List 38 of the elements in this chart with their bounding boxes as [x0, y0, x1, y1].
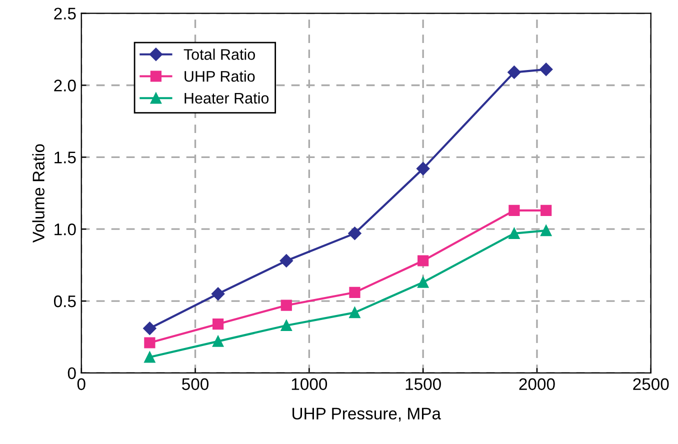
point	[348, 226, 362, 240]
point	[280, 254, 293, 268]
x-tick-label: 500	[182, 378, 209, 390]
point	[508, 204, 520, 216]
x-tick-label: 1500	[406, 378, 441, 390]
x-tick-label: 2000	[519, 378, 555, 390]
point	[144, 352, 156, 363]
y-tick-label: 0	[68, 367, 76, 380]
point	[211, 287, 225, 300]
x-tick-label: 2500	[633, 378, 669, 390]
point	[349, 306, 360, 318]
point	[349, 286, 360, 298]
point	[540, 62, 553, 76]
y-tick-label: 1.5	[54, 152, 76, 164]
point	[508, 66, 521, 79]
point	[418, 255, 429, 266]
y-axis-title: Volume Ratio	[32, 144, 44, 243]
point	[144, 337, 156, 348]
legend-label: UHP Ratio	[184, 70, 255, 82]
point	[212, 336, 224, 347]
y-tick-label: 2.0	[54, 80, 76, 92]
x-axis-title: UHP Pressure, MPa	[292, 408, 441, 422]
point	[508, 228, 520, 239]
y-tick-label: 2.5	[54, 8, 76, 20]
legend-label: Heater Ratio	[184, 92, 269, 104]
point	[143, 322, 156, 335]
point	[212, 318, 224, 330]
point	[280, 300, 292, 311]
x-tick-label: 0	[77, 378, 86, 390]
x-tick-label: 1000	[292, 378, 328, 390]
y-tick-label: 1.0	[54, 224, 76, 236]
legend-label: Total Ratio	[184, 48, 255, 60]
point	[540, 204, 552, 216]
point	[540, 224, 552, 236]
point	[418, 276, 429, 288]
point	[280, 320, 292, 332]
y-tick-label: 0.5	[54, 295, 76, 308]
point	[416, 162, 430, 176]
